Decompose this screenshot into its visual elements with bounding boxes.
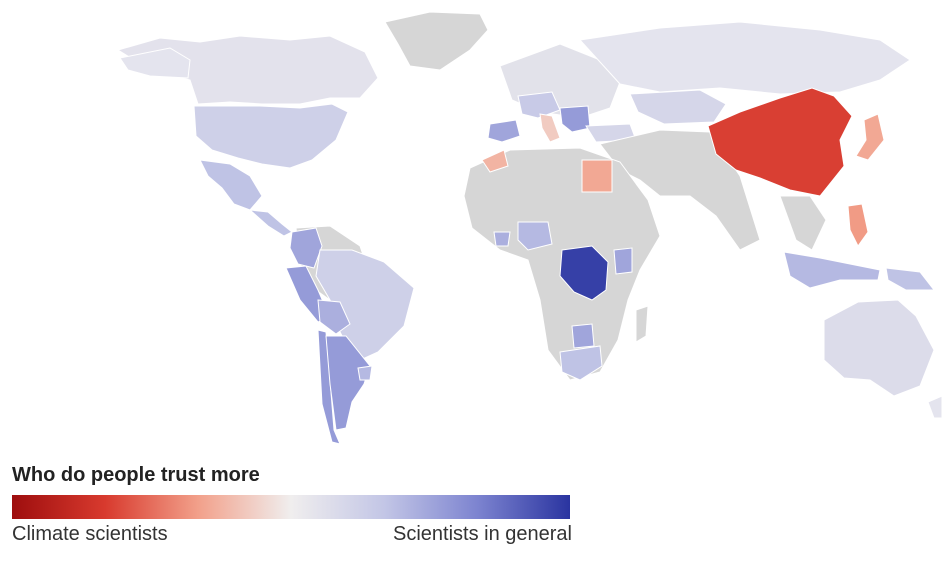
region-zimbabwe[interactable] — [571, 323, 595, 349]
region-china[interactable] — [707, 87, 853, 197]
region-philippines[interactable] — [847, 203, 869, 247]
region-united-states[interactable] — [193, 103, 349, 169]
legend: Who do people trust more Climate scienti… — [12, 464, 572, 551]
region-japan[interactable] — [855, 113, 885, 161]
region-middle-east-base — [599, 129, 761, 251]
region-morocco[interactable] — [481, 149, 509, 173]
region-australia[interactable] — [823, 299, 935, 397]
legend-title: Who do people trust more — [12, 464, 260, 486]
region-papua-new-guinea[interactable] — [885, 267, 936, 291]
region-madagascar — [635, 305, 649, 343]
region-kenya[interactable] — [613, 247, 633, 275]
region-brazil[interactable] — [315, 249, 415, 363]
region-argentina[interactable] — [325, 335, 371, 431]
region-se-asia-base — [779, 195, 827, 251]
region-balkans[interactable] — [559, 105, 591, 133]
region-russia — [579, 21, 911, 95]
region-dr-congo[interactable] — [559, 245, 609, 301]
region-mexico[interactable] — [199, 159, 263, 211]
region-south-africa[interactable] — [559, 345, 603, 381]
region-canada[interactable] — [116, 35, 379, 105]
region-spain[interactable] — [487, 119, 521, 143]
region-bolivia[interactable] — [317, 299, 351, 335]
region-kazakhstan[interactable] — [629, 89, 727, 125]
legend-right-label: Scientists in general — [393, 523, 572, 545]
region-colombia[interactable] — [289, 227, 323, 269]
region-alaska — [119, 47, 191, 79]
region-indonesia[interactable] — [783, 251, 881, 289]
region-new-zealand — [927, 395, 943, 419]
legend-color-scale — [12, 495, 570, 519]
region-central-europe[interactable] — [517, 91, 561, 119]
world-map — [116, 11, 943, 445]
region-nigeria[interactable] — [517, 221, 553, 251]
region-uruguay[interactable] — [357, 365, 373, 381]
legend-labels: Climate scientists Scientists in general — [12, 523, 572, 551]
region-greenland — [384, 11, 489, 71]
legend-left-label: Climate scientists — [12, 523, 168, 545]
region-egypt[interactable] — [581, 159, 613, 193]
region-ghana[interactable] — [493, 231, 511, 247]
map-land — [116, 11, 943, 445]
region-central-america[interactable] — [248, 209, 293, 237]
region-italy[interactable] — [539, 113, 561, 143]
